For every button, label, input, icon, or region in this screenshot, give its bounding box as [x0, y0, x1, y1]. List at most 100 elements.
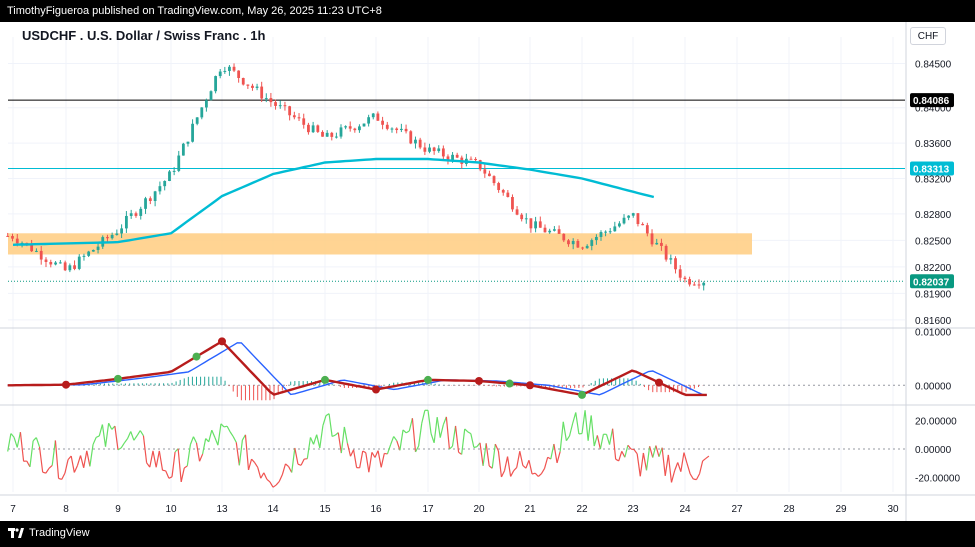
osc-segment-75	[238, 439, 243, 466]
osc-segment-122	[384, 452, 388, 455]
candle-body-44	[214, 76, 218, 92]
candle-body-59	[283, 105, 287, 107]
candle-body-39	[191, 123, 194, 142]
candle-body-71	[339, 127, 343, 137]
osc-tick-label-2: -20.00000	[915, 474, 960, 485]
osc-segment-199	[621, 450, 626, 458]
time-tick-label-1: 8	[63, 504, 69, 515]
candle-body-94	[446, 156, 450, 161]
osc-segment-51	[165, 470, 170, 479]
osc-segment-27	[89, 444, 94, 467]
candle-body-108	[511, 197, 514, 210]
osc-segment-169	[528, 460, 533, 475]
candle-body-38	[186, 141, 190, 144]
osc-segment-141	[442, 416, 447, 426]
candle-body-86	[409, 131, 413, 144]
osc-segment-188	[587, 415, 592, 441]
candle-body-89	[423, 147, 427, 152]
osc-segment-221	[689, 473, 694, 480]
osc-segment-20	[67, 455, 72, 461]
osc-segment-73	[232, 436, 237, 443]
currency-button[interactable]: CHF	[910, 27, 946, 45]
osc-segment-58	[186, 444, 191, 467]
osc-segment-86	[272, 484, 277, 488]
osc-segment-225	[702, 457, 707, 462]
osc-segment-138	[433, 417, 438, 443]
candle-body-29	[144, 198, 147, 209]
candle-body-67	[321, 131, 324, 137]
osc-segment-159	[497, 450, 503, 478]
candle-body-92	[437, 148, 441, 152]
candle-body-5	[30, 243, 34, 252]
osc-segment-207	[645, 446, 651, 471]
candle-body-74	[353, 128, 357, 131]
candle-body-148	[697, 284, 701, 286]
osc-segment-112	[352, 449, 358, 468]
time-tick-label-13: 24	[679, 504, 691, 515]
osc-segment-89	[281, 463, 287, 475]
time-tick-label-9: 20	[473, 504, 485, 515]
osc-segment-81	[257, 467, 262, 479]
chart-frame[interactable]: 0.84500 0.84000 0.83600 0.83200 0.82800 0.825…	[0, 22, 975, 521]
osc-segment-85	[269, 481, 274, 488]
macd-cross-dot-4	[321, 375, 329, 384]
candle-body-84	[399, 128, 403, 131]
candle-body-65	[311, 125, 315, 133]
osc-segment-154	[482, 443, 487, 466]
osc-segment-149	[467, 431, 472, 435]
osc-segment-176	[550, 443, 555, 460]
candle-body-113	[534, 221, 537, 229]
candle-body-91	[432, 147, 436, 152]
osc-segment-195	[608, 428, 614, 445]
candle-body-117	[552, 229, 556, 231]
osc-segment-192	[599, 434, 605, 450]
candle-body-8	[44, 259, 48, 262]
candle-body-19	[96, 246, 100, 250]
osc-tick-label-1: 0.00000	[915, 445, 952, 456]
osc-segment-22	[73, 465, 78, 473]
osc-segment-23	[76, 455, 82, 466]
price-zone	[8, 233, 752, 255]
tradingview-logo[interactable]: TradingView	[8, 527, 90, 539]
candle-body-21	[106, 237, 109, 239]
osc-segment-29	[95, 435, 100, 438]
osc-segment-74	[235, 442, 240, 466]
candle-body-141	[664, 245, 668, 260]
candle-body-69	[330, 132, 334, 137]
osc-segment-211	[658, 447, 663, 457]
osc-segment-92	[291, 447, 296, 473]
osc-segment-70	[223, 425, 228, 428]
osc-segment-213	[664, 454, 669, 476]
candle-body-31	[153, 191, 157, 201]
candle-body-76	[362, 123, 366, 127]
candle-body-77	[367, 117, 371, 124]
osc-segment-59	[189, 436, 194, 445]
osc-segment-82	[260, 472, 265, 479]
osc-segment-87	[275, 481, 280, 486]
chart-svg[interactable]: 0.84500 0.84000 0.83600 0.83200 0.82800 0.825…	[0, 22, 975, 521]
candle-body-100	[474, 158, 477, 161]
candle-body-57	[274, 102, 277, 106]
time-tick-label-12: 23	[627, 504, 639, 515]
candle-body-82	[390, 128, 394, 130]
candle-body-96	[455, 154, 459, 158]
price-tick-label-7: 0.81900	[915, 289, 952, 300]
time-tick-label-8: 17	[422, 504, 434, 515]
publish-header: TimothyFigueroa published on TradingView…	[0, 0, 975, 22]
candle-body-30	[148, 198, 152, 201]
osc-segment-215	[670, 470, 676, 483]
candle-body-131	[618, 223, 621, 227]
macd-cross-dot-7	[475, 376, 483, 385]
osc-segment-44	[142, 435, 148, 463]
candle-body-95	[451, 154, 454, 161]
osc-segment-210	[655, 445, 660, 457]
osc-segment-128	[402, 429, 407, 434]
osc-segment-98	[309, 437, 315, 445]
osc-segment-132	[414, 445, 420, 453]
osc-segment-165	[516, 451, 521, 468]
macd-cross-dot-11	[655, 378, 663, 387]
osc-segment-151	[473, 446, 478, 449]
candle-body-87	[414, 139, 417, 144]
osc-segment-47	[152, 450, 157, 468]
candle-body-111	[524, 218, 528, 220]
